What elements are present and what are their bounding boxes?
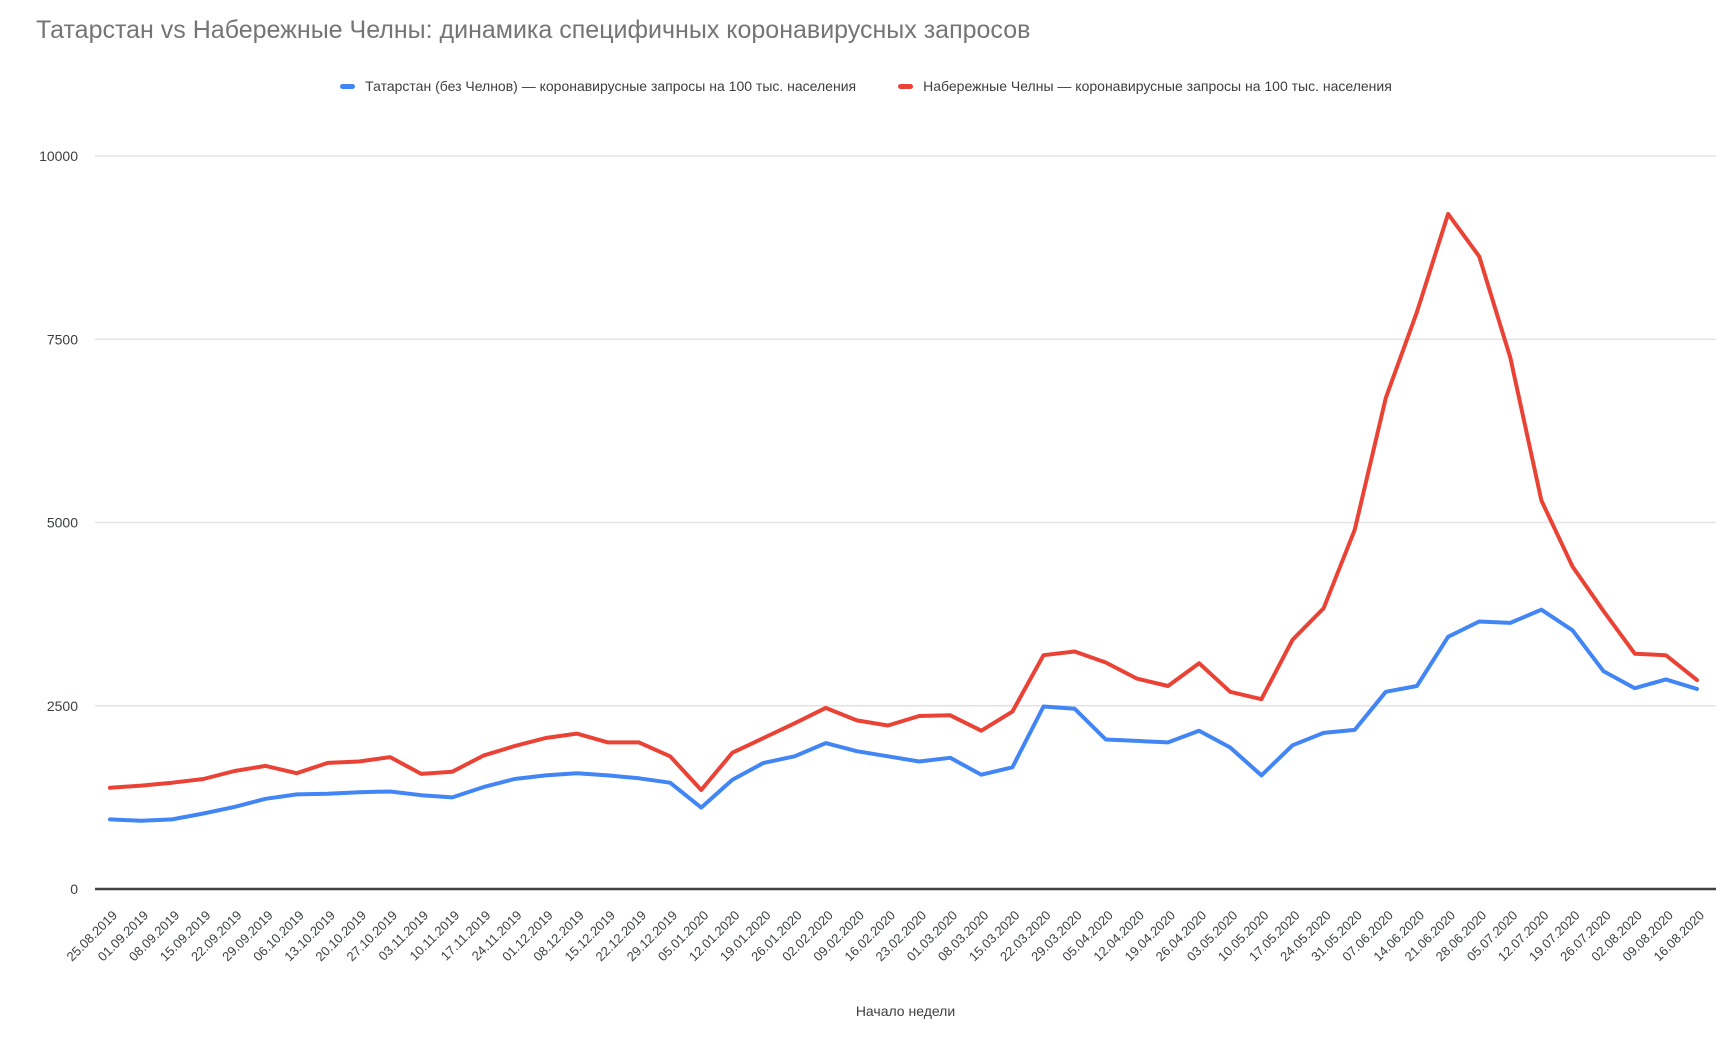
legend-item-chelny[interactable]: Набережные Челны — коронавирусные запрос… xyxy=(898,78,1392,94)
svg-text:10000: 10000 xyxy=(39,148,78,164)
legend-label-chelny: Набережные Челны — коронавирусные запрос… xyxy=(923,78,1392,94)
series-swatch-chelny-icon xyxy=(898,83,914,89)
svg-text:2500: 2500 xyxy=(47,698,78,714)
chart-title: Татарстан vs Набережные Челны: динамика … xyxy=(36,16,1031,44)
svg-text:7500: 7500 xyxy=(47,331,78,347)
svg-text:5000: 5000 xyxy=(47,515,78,531)
x-axis-title: Начало недели xyxy=(855,1003,956,1019)
svg-text:0: 0 xyxy=(70,881,78,897)
chart-legend: Татарстан (без Челнов) — коронавирусные … xyxy=(0,78,1732,94)
legend-item-tatarstan[interactable]: Татарстан (без Челнов) — коронавирусные … xyxy=(340,78,856,94)
series-swatch-tatarstan-icon xyxy=(340,83,356,89)
legend-label-tatarstan: Татарстан (без Челнов) — коронавирусные … xyxy=(365,78,857,94)
